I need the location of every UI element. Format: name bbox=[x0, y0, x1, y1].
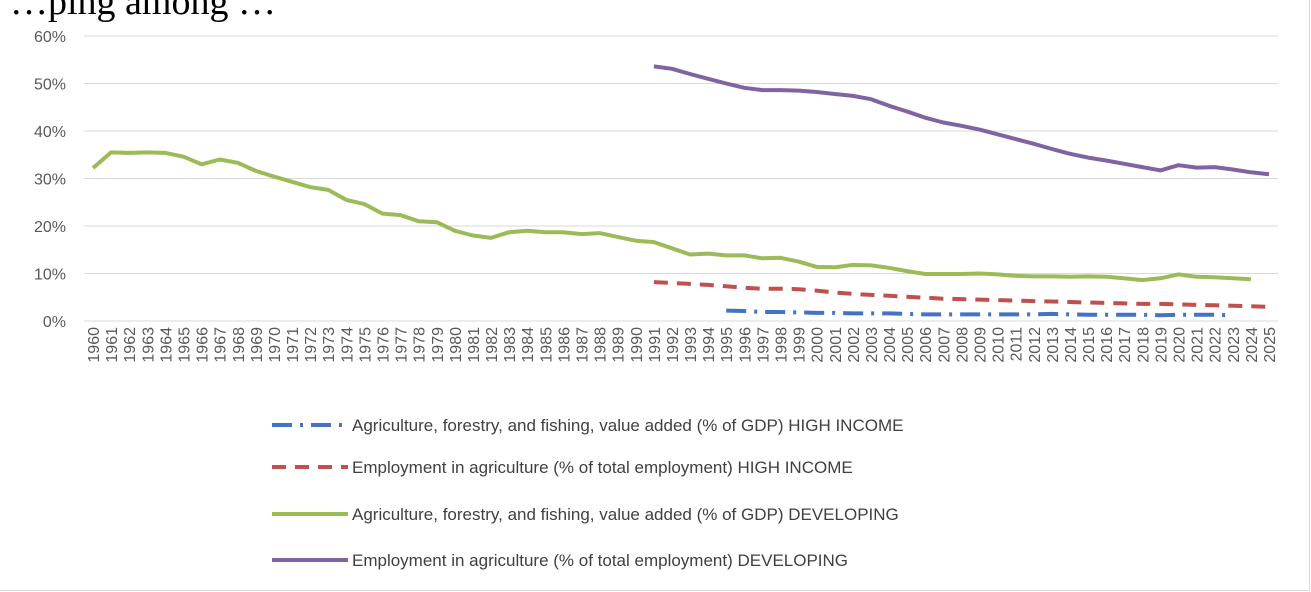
x-tick-label: 1961 bbox=[104, 327, 121, 363]
x-tick-label: 1972 bbox=[303, 327, 320, 363]
series-lines bbox=[91, 64, 1270, 318]
y-tick-label: 60% bbox=[34, 29, 66, 46]
x-tick-label: 1994 bbox=[701, 327, 718, 363]
x-tick-label: 1988 bbox=[593, 327, 610, 363]
x-tick-label: 1970 bbox=[267, 327, 284, 363]
x-tick-label: 2023 bbox=[1226, 327, 1243, 363]
x-tick-label: 2015 bbox=[1081, 327, 1098, 363]
x-tick-label: 1980 bbox=[448, 327, 465, 363]
x-tick-label: 2017 bbox=[1117, 327, 1134, 363]
x-tick-label: 2008 bbox=[954, 327, 971, 363]
x-tick-label: 1979 bbox=[430, 327, 447, 363]
series-line bbox=[726, 308, 1233, 318]
x-tick-label: 1962 bbox=[122, 327, 139, 363]
x-tick-label: 2007 bbox=[936, 327, 953, 363]
x-tick-label: 2024 bbox=[1244, 327, 1261, 363]
x-tick-label: 1974 bbox=[339, 327, 356, 363]
x-tick-label: 1985 bbox=[538, 327, 555, 363]
x-tick-label: 1960 bbox=[86, 327, 103, 363]
x-tick-label: 1986 bbox=[556, 327, 573, 363]
x-tick-label: 1976 bbox=[376, 327, 393, 363]
y-tick-label: 0% bbox=[43, 314, 66, 331]
x-tick-label: 1967 bbox=[213, 327, 230, 363]
y-axis-ticks: 0% 10% 20% 30% 40% 50% 60% bbox=[34, 29, 66, 331]
x-tick-label: 1977 bbox=[394, 327, 411, 363]
legend-label: Agriculture, forestry, and fishing, valu… bbox=[352, 505, 899, 524]
x-tick-label: 2001 bbox=[828, 327, 845, 363]
x-tick-label: 1965 bbox=[177, 327, 194, 363]
y-tick-label: 40% bbox=[34, 124, 66, 141]
x-tick-label: 2019 bbox=[1153, 327, 1170, 363]
y-tick-label: 50% bbox=[34, 77, 66, 94]
x-tick-label: 2006 bbox=[918, 327, 935, 363]
x-tick-label: 1973 bbox=[321, 327, 338, 363]
x-tick-label: 2009 bbox=[973, 327, 990, 363]
x-tick-label: 1981 bbox=[466, 327, 483, 363]
series-line bbox=[653, 64, 1270, 177]
x-tick-label: 1964 bbox=[158, 327, 175, 363]
x-tick-label: 2000 bbox=[810, 327, 827, 363]
x-tick-label: 1968 bbox=[231, 327, 248, 363]
x-tick-label: 1999 bbox=[792, 327, 809, 363]
x-tick-label: 1996 bbox=[737, 327, 754, 363]
x-tick-label: 2011 bbox=[1009, 327, 1026, 362]
page-heading: …ping among … bbox=[10, 0, 276, 23]
x-tick-label: 1992 bbox=[665, 327, 682, 363]
x-tick-label: 2013 bbox=[1045, 327, 1062, 363]
x-tick-label: 1989 bbox=[611, 327, 628, 363]
x-tick-label: 2016 bbox=[1099, 327, 1116, 363]
legend-label: Employment in agriculture (% of total em… bbox=[352, 551, 848, 570]
x-tick-label: 2025 bbox=[1262, 327, 1279, 363]
y-tick-label: 30% bbox=[34, 172, 66, 189]
x-tick-label: 1983 bbox=[502, 327, 519, 363]
x-tick-label: 1966 bbox=[195, 327, 212, 363]
x-tick-label: 2020 bbox=[1172, 327, 1189, 363]
x-tick-label: 1995 bbox=[719, 327, 736, 363]
x-tick-label: 1987 bbox=[575, 327, 592, 363]
x-tick-label: 1990 bbox=[629, 327, 646, 363]
x-tick-label: 2010 bbox=[991, 327, 1008, 363]
x-tick-label: 2014 bbox=[1063, 327, 1080, 363]
y-tick-label: 10% bbox=[34, 267, 66, 284]
x-tick-label: 1978 bbox=[412, 327, 429, 363]
y-tick-label: 20% bbox=[34, 219, 66, 236]
x-tick-label: 2022 bbox=[1208, 327, 1225, 363]
x-tick-label: 1982 bbox=[484, 327, 501, 363]
x-tick-label: 2002 bbox=[846, 327, 863, 363]
x-tick-label: 1969 bbox=[249, 327, 266, 363]
x-tick-label: 1997 bbox=[755, 327, 772, 363]
x-tick-label: 1975 bbox=[357, 327, 374, 363]
x-tick-label: 1971 bbox=[285, 327, 302, 363]
legend: Agriculture, forestry, and fishing, valu… bbox=[272, 416, 903, 570]
x-axis-ticks: 1960 1961 1962 1963 1964 1965 1966 1967 1968 1969… bbox=[86, 327, 1279, 363]
x-tick-label: 1998 bbox=[774, 327, 791, 363]
legend-label: Employment in agriculture (% of total em… bbox=[352, 458, 853, 477]
x-tick-label: 1991 bbox=[647, 327, 664, 363]
x-tick-label: 2012 bbox=[1027, 327, 1044, 363]
x-tick-label: 1963 bbox=[140, 327, 157, 363]
x-tick-label: 1993 bbox=[683, 327, 700, 363]
x-tick-label: 2021 bbox=[1190, 327, 1207, 363]
x-tick-label: 2005 bbox=[900, 327, 917, 363]
x-tick-label: 1984 bbox=[520, 327, 537, 363]
x-tick-label: 2003 bbox=[864, 327, 881, 363]
series-line bbox=[91, 150, 1251, 283]
legend-label: Agriculture, forestry, and fishing, valu… bbox=[352, 416, 903, 435]
x-tick-label: 2018 bbox=[1135, 327, 1152, 363]
series-line bbox=[653, 280, 1270, 309]
x-tick-label: 2004 bbox=[882, 327, 899, 363]
